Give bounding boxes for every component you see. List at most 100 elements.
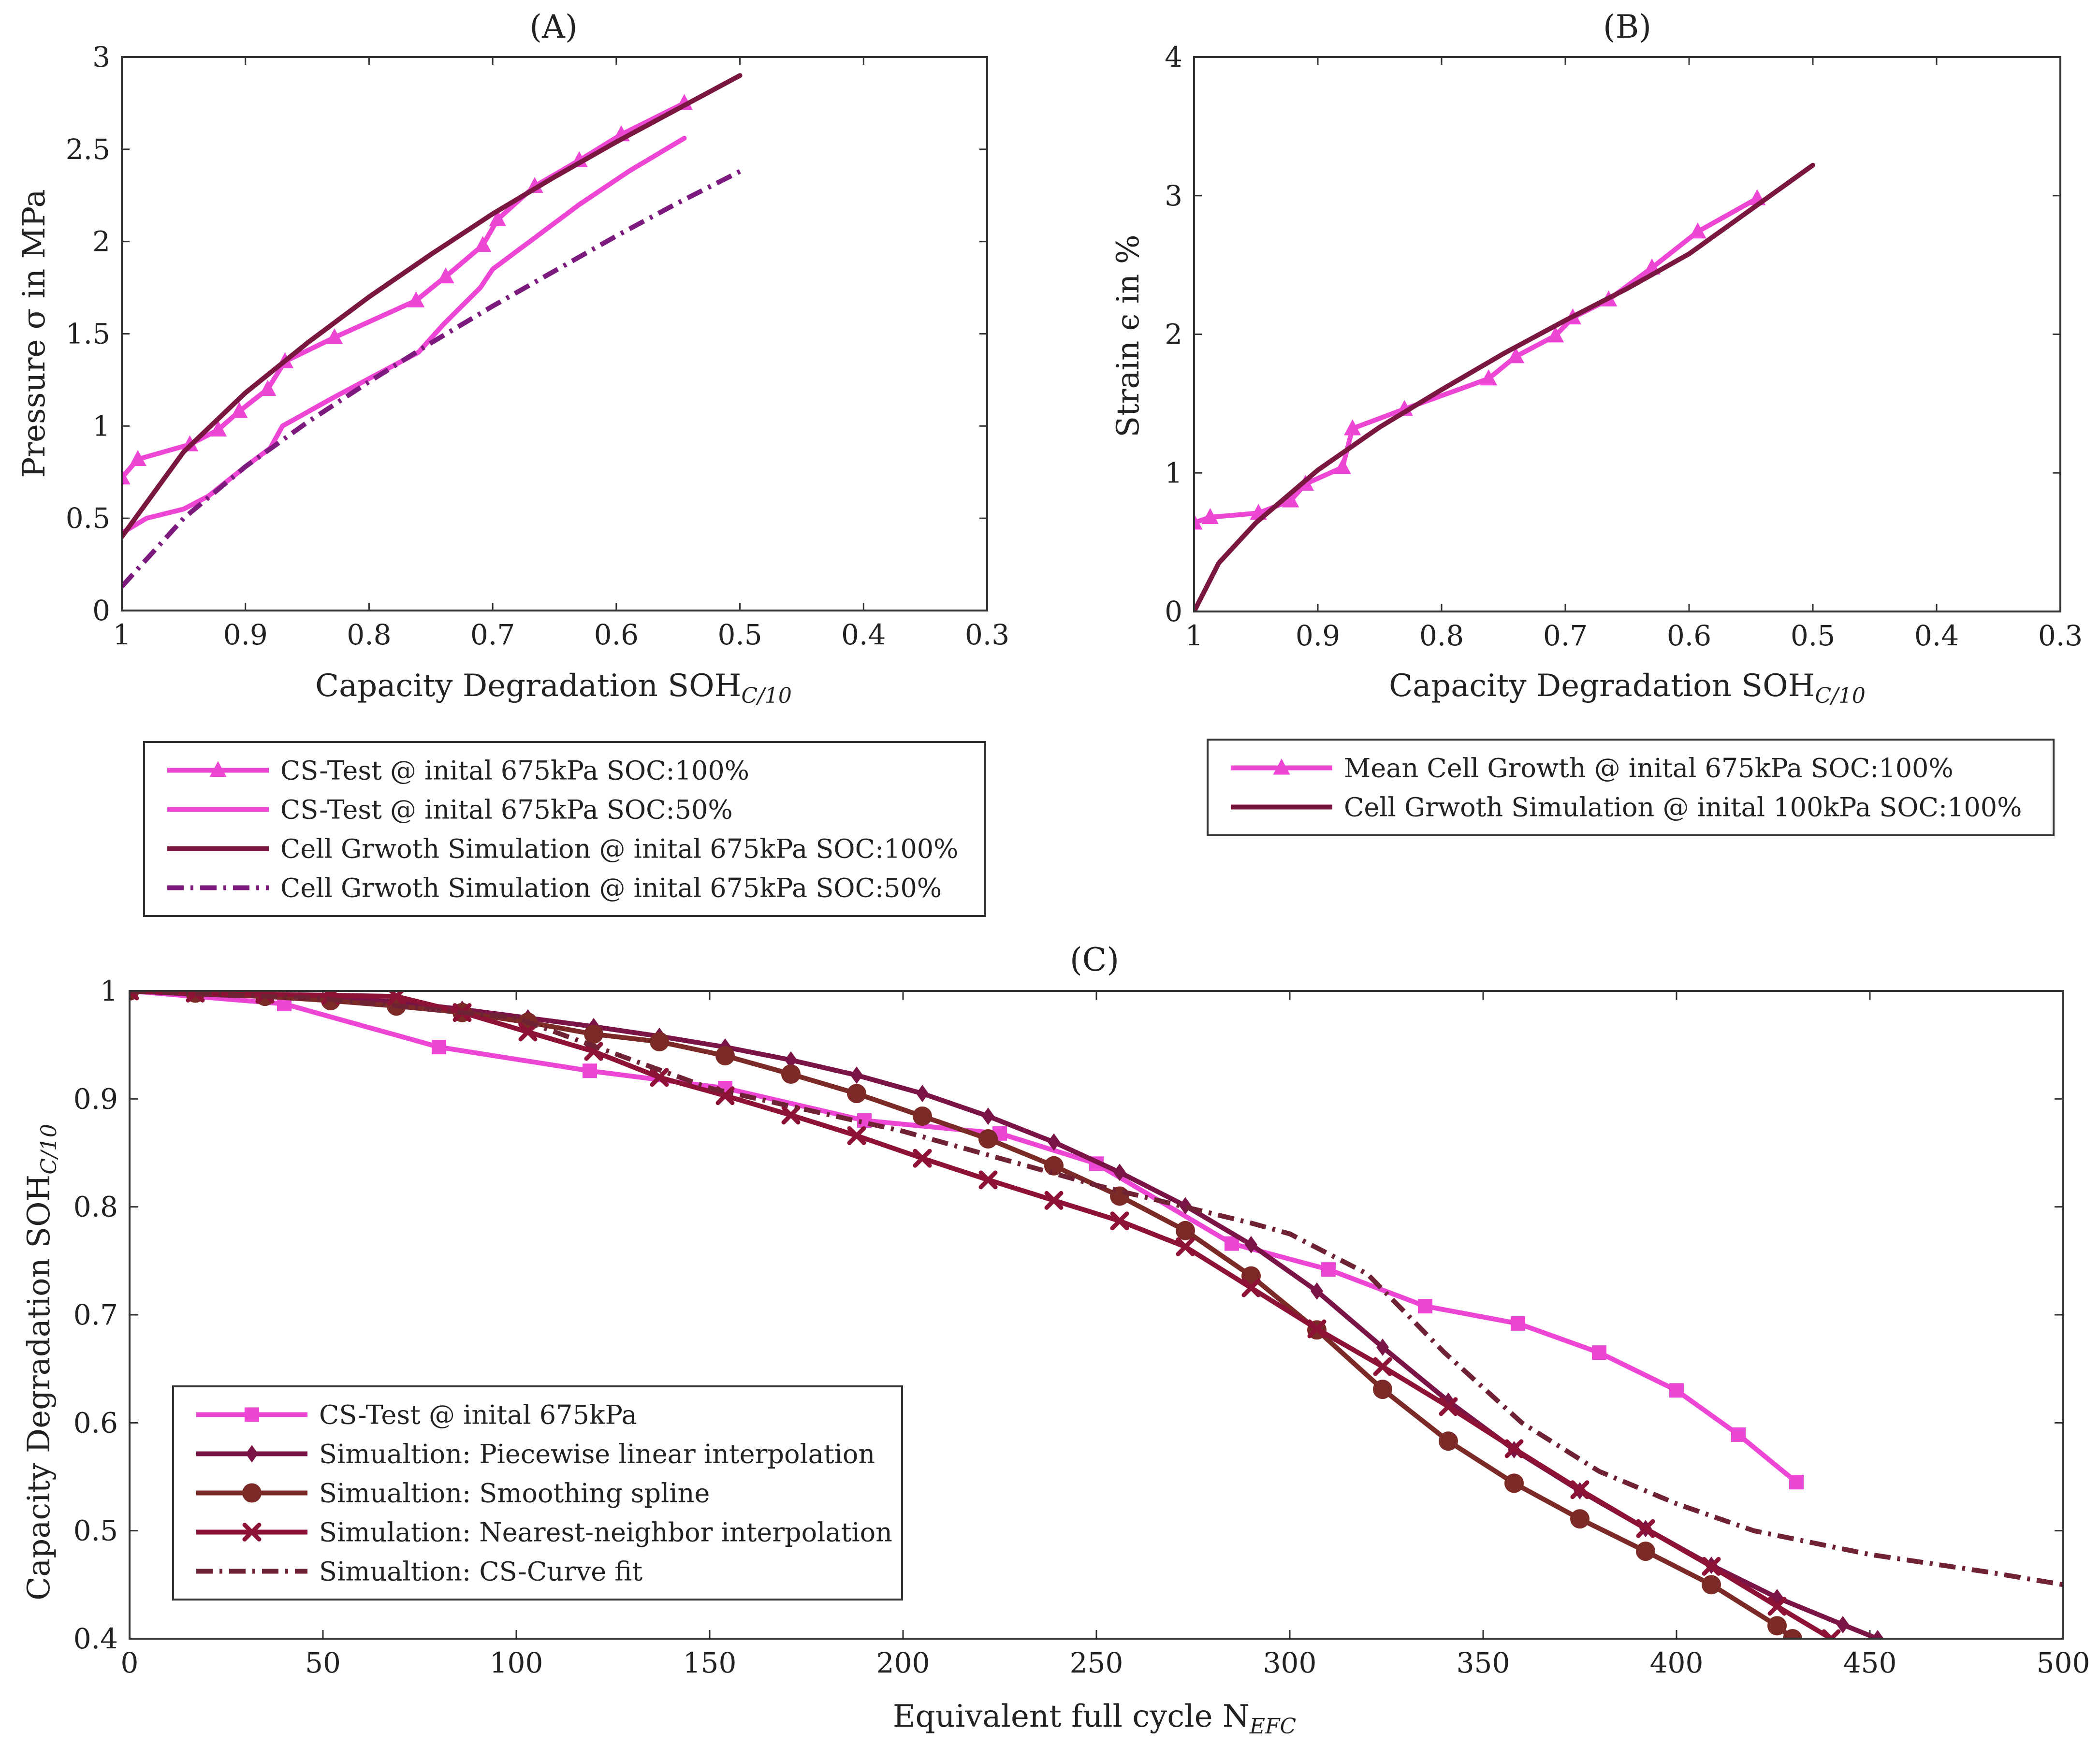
panel-c-series-simualtion-smoothing-spline-point <box>781 1064 801 1084</box>
panel-c-series-cs-test-inital-675kpa-point <box>1669 1383 1684 1398</box>
panel-a-series-group <box>122 73 743 588</box>
panel-b-ytick-label: 1 <box>1165 456 1182 489</box>
panel-b-legend-marker <box>1273 758 1290 775</box>
panel-a-legend-entry: Cell Grwoth Simulation @ inital 675kPa S… <box>167 873 942 903</box>
panel-c-series-group <box>130 991 2063 1639</box>
panel-a-series-cell-grwoth-simulation-inital-675kpa-soc-100-line <box>122 73 743 539</box>
panel-b-series-mean-cell-growth-inital-675kpa-soc-100-point <box>1344 419 1361 436</box>
svg-text:Equivalent full cycle NEFC: Equivalent full cycle NEFC <box>893 1699 1296 1739</box>
panel-a-legend-marker <box>209 761 227 777</box>
panel-b-xtick-label: 0.5 <box>1791 619 1835 652</box>
panel-a-legend-label: CS-Test @ inital 675kPa SOC:100% <box>280 756 749 786</box>
panel-c-series-simualtion-smoothing-spline-point <box>1767 1616 1787 1636</box>
panel-c-xtick-label: 450 <box>1843 1646 1897 1679</box>
panel-c-series-cs-test-inital-675kpa-point <box>1511 1316 1525 1331</box>
panel-c-series-simualtion-smoothing-spline-point <box>650 1032 669 1051</box>
panel-c-xtick-label: 200 <box>876 1646 930 1679</box>
panel-c-series-simulation-nearest-neighbor-interpolation-point <box>1307 1319 1327 1339</box>
panel-c-series-simulation-nearest-neighbor-interpolation-point-strokes <box>1570 1480 1590 1499</box>
panel-c-series-simulation-nearest-neighbor-interpolation-point-strokes <box>978 1170 998 1190</box>
panel-c-xtick-label: 400 <box>1650 1646 1704 1679</box>
panel-c-series-simulation-nearest-neighbor-interpolation-point-strokes <box>847 1126 866 1145</box>
panel-c-series-simualtion-smoothing-spline-point <box>1176 1221 1195 1240</box>
panel-c-series-simualtion-smoothing-spline-point <box>1373 1380 1392 1399</box>
panel-a-xtick-label: 0.6 <box>594 618 639 651</box>
svg-text:Capacity Degradation SOHC/10: Capacity Degradation SOHC/10 <box>21 1124 61 1600</box>
panel-c-xtick-label: 250 <box>1070 1646 1123 1679</box>
panel-c-legend-label: Simualtion: Piecewise linear interpolati… <box>319 1439 875 1470</box>
panel-a-legend-entry: Cell Grwoth Simulation @ inital 675kPa S… <box>167 834 958 864</box>
panel-a-ylabel: Pressure σ in MPa <box>16 189 52 478</box>
panel-c-xtick-label: 350 <box>1457 1646 1510 1679</box>
panel-c-series-simulation-nearest-neighbor-interpolation-point <box>650 1068 669 1087</box>
panel-c-legend-label: CS-Test @ inital 675kPa <box>319 1400 637 1430</box>
panel-c-xtick-label: 100 <box>490 1646 543 1679</box>
panel-b-series-group <box>1194 162 1815 611</box>
panel-c-series-simualtion-piecewise-linear-interpolation-point <box>785 1051 797 1069</box>
panel-a-xlabel-sub: C/10 <box>741 684 791 708</box>
panel-a-legend-label: CS-Test @ inital 675kPa SOC:50% <box>280 795 733 825</box>
panel-c-series-simulation-nearest-neighbor-interpolation-point <box>130 991 139 1001</box>
panel-c-series-simualtion-smoothing-spline-point <box>978 1129 998 1149</box>
panel-b-legend-label: Mean Cell Growth @ inital 675kPa SOC:100… <box>1344 753 1954 784</box>
panel-c-series-simulation-nearest-neighbor-interpolation-point-strokes <box>650 1068 669 1087</box>
panel-c-ytick-label: 0.5 <box>73 1514 118 1547</box>
panel-b-series-mean-cell-growth-inital-675kpa-soc-100-point <box>1334 458 1351 474</box>
panel-a-series-cs-test-inital-675kpa-soc-100-point <box>259 379 277 396</box>
panel-c-axes-frame <box>129 990 2064 1640</box>
panel-c-series-simualtion-smoothing-spline-point <box>1636 1542 1655 1561</box>
panel-a-legend-label: Cell Grwoth Simulation @ inital 675kPa S… <box>280 834 958 864</box>
panel-c-series-simualtion-smoothing-spline-point <box>1702 1575 1721 1595</box>
panel-a-series-cs-test-inital-675kpa-soc-100-point <box>326 328 343 345</box>
panel-c-ylabel: Capacity Degradation SOHC/10 <box>21 1124 61 1600</box>
panel-c-series-simulation-nearest-neighbor-interpolation-point <box>1241 1278 1261 1297</box>
panel-c-series-simulation-nearest-neighbor-interpolation-point-strokes <box>1439 1397 1458 1416</box>
panel-a-series-cs-test-inital-675kpa-soc-100-point <box>489 210 507 226</box>
panel-c-ytick-label: 0.6 <box>73 1406 118 1439</box>
panel-c: (C) Equivalent full cycle NEFC Capacity … <box>21 941 2090 1739</box>
panel-c-series-cs-test-inital-675kpa-point <box>1731 1427 1746 1442</box>
panel-c-series-simulation-nearest-neighbor-interpolation-point <box>1822 1629 1841 1639</box>
panel-a-series-cell-grwoth-simulation-inital-675kpa-soc-50-line <box>122 169 741 588</box>
panel-c-series-simualtion-piecewise-linear-interpolation-point <box>1376 1339 1389 1356</box>
panel-c-ytick-label: 0.9 <box>73 1082 118 1115</box>
panel-c-series-simulation-nearest-neighbor-interpolation-point-strokes <box>1307 1319 1327 1339</box>
panel-c-series-cs-test-inital-675kpa-point <box>1321 1262 1336 1277</box>
svg-text:Capacity Degradation SOHC/10: Capacity Degradation SOHC/10 <box>1389 668 1866 708</box>
panel-a-axes-frame <box>121 56 988 611</box>
panel-a-series-cs-test-inital-675kpa-soc-100-point <box>231 402 248 418</box>
panel-b-series-mean-cell-growth-inital-675kpa-soc-100-point <box>1480 369 1497 386</box>
panel-c-series-simulation-nearest-neighbor-interpolation-point-strokes <box>1822 1629 1841 1639</box>
panel-c-ytick-label: 0.7 <box>73 1298 118 1331</box>
panel-a-xtick-label: 0.4 <box>841 618 886 651</box>
panel-c-series-simulation-nearest-neighbor-interpolation-point-strokes <box>1044 1191 1064 1210</box>
panel-c-xlabel: Equivalent full cycle NEFC <box>893 1699 1296 1739</box>
panel-a-ytick-label: 1.5 <box>66 318 110 350</box>
panel-c-xtick-label: 0 <box>121 1646 139 1679</box>
panel-b-ytick-label: 3 <box>1165 179 1182 212</box>
panel-a-series-cs-test-inital-675kpa-soc-100-point <box>474 236 492 252</box>
panel-c-series-simualtion-smoothing-spline-point <box>1783 1629 1802 1639</box>
panel-b-series-mean-cell-growth-inital-675kpa-soc-100-point <box>1546 326 1564 343</box>
panel-a-xtick-label: 0.8 <box>347 618 391 651</box>
panel-c-series-simulation-nearest-neighbor-interpolation-point-strokes <box>1241 1278 1261 1297</box>
panel-c-series-simulation-nearest-neighbor-interpolation-point <box>1439 1397 1458 1416</box>
panel-c-legend-marker <box>245 1407 259 1422</box>
panel-c-series-simulation-nearest-neighbor-interpolation-point-strokes <box>1110 1211 1129 1231</box>
panel-a-ytick-label: 2 <box>92 225 110 258</box>
panel-c-series-simualtion-piecewise-linear-interpolation-point <box>1113 1164 1126 1181</box>
panel-a-legend: CS-Test @ inital 675kPa SOC:100% CS-Test … <box>143 741 986 917</box>
panel-c-series-simulation-nearest-neighbor-interpolation-point-strokes <box>130 991 139 1001</box>
panel-b-xlabel-main: Capacity Degradation SOH <box>1389 668 1815 704</box>
panel-a-xtick-label: 0.5 <box>717 618 762 651</box>
panel-b-series-mean-cell-growth-inital-675kpa-soc-100-point <box>1689 222 1706 239</box>
panel-c-series-simulation-nearest-neighbor-interpolation-point <box>1176 1237 1195 1256</box>
panel-c-series-simulation-nearest-neighbor-interpolation-point <box>913 1149 932 1168</box>
panel-c-series-simualtion-cs-curve-fit-line <box>130 991 2063 1587</box>
panel-c-series-simulation-nearest-neighbor-interpolation-point <box>1504 1439 1524 1458</box>
panel-c-legend-label: Simualtion: CS-Curve fit <box>319 1557 642 1587</box>
panel-c-series-simualtion-smoothing-spline-point <box>1504 1473 1524 1493</box>
panel-c-ylabel-main: Capacity Degradation SOH <box>21 1175 57 1600</box>
